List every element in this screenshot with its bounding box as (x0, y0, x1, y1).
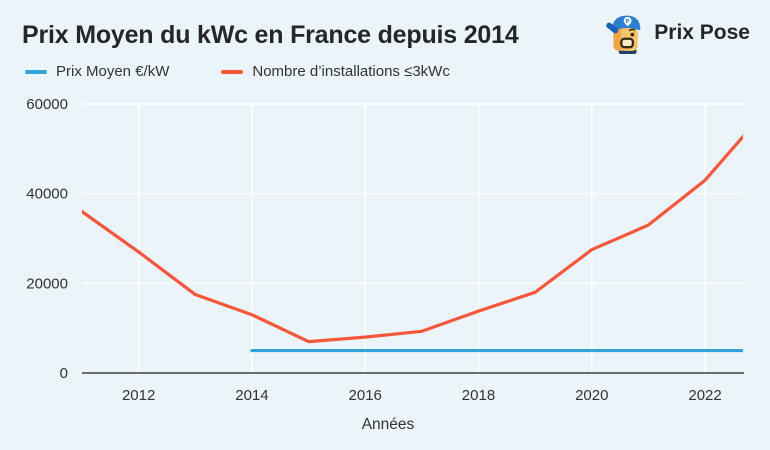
chart-title: Prix Moyen du kWc en France depuis 2014 (22, 21, 519, 49)
brand-logo: P Prix Pose (604, 12, 750, 54)
legend-swatch-orange (221, 69, 244, 74)
series-line-installations (82, 134, 743, 344)
legend-item-prix-moyen[interactable]: Prix Moyen €/kW (25, 63, 169, 80)
svg-text:P: P (626, 19, 630, 25)
chart-legend: Prix Moyen €/kW Nombre d’installations ≤… (25, 63, 450, 80)
x-tick-label: 2018 (462, 387, 495, 404)
series-layer (82, 134, 743, 353)
legend-swatch-blue (25, 69, 47, 74)
y-tick-label: 0 (60, 365, 68, 382)
legend-label-installations: Nombre d’installations ≤3kWc (252, 63, 450, 80)
legend-label-prix-moyen: Prix Moyen €/kW (56, 63, 170, 80)
brand-name: Prix Pose (654, 21, 750, 44)
y-tick-label: 20000 (26, 275, 68, 292)
grid-layer (82, 103, 743, 372)
x-tick-label: 2016 (349, 387, 382, 404)
x-tick-label: 2020 (575, 387, 608, 404)
x-tick-label: 2022 (688, 387, 721, 404)
x-axis-title: Années (362, 416, 415, 433)
x-tick-label: 2014 (235, 387, 268, 404)
tick-layer: 0 20000 40000 60000 2012 2014 2016 2018 2020 2022 (26, 96, 721, 404)
legend-item-installations[interactable]: Nombre d’installations ≤3kWc (221, 63, 450, 80)
y-tick-label: 60000 (26, 96, 68, 113)
prix-pose-mascot-icon: P (604, 12, 646, 54)
y-tick-label: 40000 (26, 186, 68, 203)
x-tick-label: 2012 (122, 387, 155, 404)
